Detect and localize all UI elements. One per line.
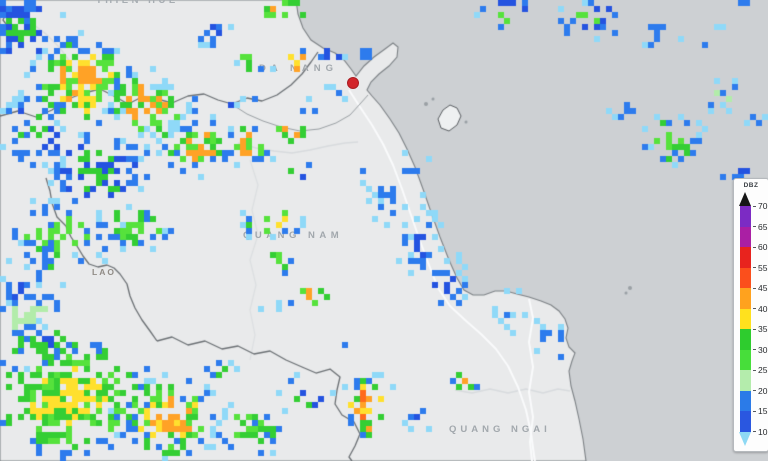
- legend-segment: [740, 267, 751, 288]
- legend-tick-label: 40: [753, 304, 767, 314]
- legend-tick-value: 35: [758, 324, 768, 334]
- legend-tick-mark: [753, 267, 756, 268]
- legend-tick-label: 60: [753, 242, 767, 252]
- country-label-laos: LAO: [92, 267, 116, 277]
- legend-segment: [740, 206, 751, 227]
- legend-tick-mark: [753, 410, 756, 412]
- province-label-thien-hue: THIEN HUE: [96, 0, 179, 6]
- legend-tick-label: 20: [753, 386, 767, 396]
- legend-tick-mark: [753, 328, 756, 330]
- legend-tick-label: 70: [753, 201, 767, 211]
- legend-tick-value: 20: [758, 385, 768, 396]
- province-label-quang-nam: QUANG NAM: [243, 230, 344, 241]
- legend-tick-mark: [753, 287, 756, 289]
- legend-tick-value: 10: [758, 426, 768, 437]
- legend-tick-value: 45: [758, 283, 768, 293]
- legend-tick-mark: [753, 226, 756, 227]
- province-label-da-nang: DA NANG: [259, 63, 338, 74]
- legend-tick-mark: [753, 349, 756, 350]
- legend-tick-value: 25: [758, 365, 768, 375]
- legend-tick-value: 55: [758, 262, 768, 273]
- legend-segment: [740, 308, 751, 329]
- legend-tick-label: 65: [753, 222, 767, 232]
- legend-segment: [740, 226, 751, 247]
- legend-tick-value: 15: [758, 406, 768, 416]
- legend-tick-label: 30: [753, 345, 767, 355]
- legend-segment: [740, 329, 751, 350]
- legend-tick-mark: [753, 390, 756, 391]
- legend-tick-label: 10: [753, 427, 767, 437]
- legend-tick-value: 30: [758, 344, 768, 355]
- legend-tick-mark: [753, 431, 756, 432]
- legend-arrow-top: [739, 192, 751, 206]
- legend-color-scale: 70 65 60 55 45 40 35 30 25 20 15 10: [739, 192, 768, 446]
- legend-tick-label: 15: [753, 406, 767, 416]
- legend-tick-mark: [753, 308, 756, 309]
- legend-segment: [740, 247, 751, 268]
- legend-tick-value: 40: [758, 303, 768, 314]
- legend-tick-label: 25: [753, 365, 767, 375]
- legend-title: DBZ: [743, 182, 759, 189]
- legend-arrow-bottom: [739, 431, 751, 446]
- legend-tick-value: 70: [758, 201, 768, 211]
- legend-tick-label: 35: [753, 324, 767, 334]
- legend-tick-mark: [753, 369, 756, 371]
- legend-tick-value: 65: [758, 221, 768, 232]
- legend-tick-label: 45: [753, 283, 767, 293]
- legend-tick-value: 60: [758, 242, 768, 252]
- legend-segment: [740, 411, 751, 432]
- legend-segment: [740, 390, 751, 411]
- radar-station-marker: [347, 77, 359, 89]
- legend-segment: [740, 370, 751, 391]
- legend-segment: [740, 349, 751, 370]
- legend-tick-mark: [753, 205, 756, 207]
- dbz-legend: DBZ 70 65 60 55 45 40 35 30 25 20 15 10: [733, 178, 768, 452]
- province-label-quang-ngai: QUANG NGAI: [449, 424, 551, 435]
- legend-segment: [740, 288, 751, 309]
- legend-tick-mark: [753, 246, 756, 248]
- legend-tick-label: 55: [753, 263, 767, 273]
